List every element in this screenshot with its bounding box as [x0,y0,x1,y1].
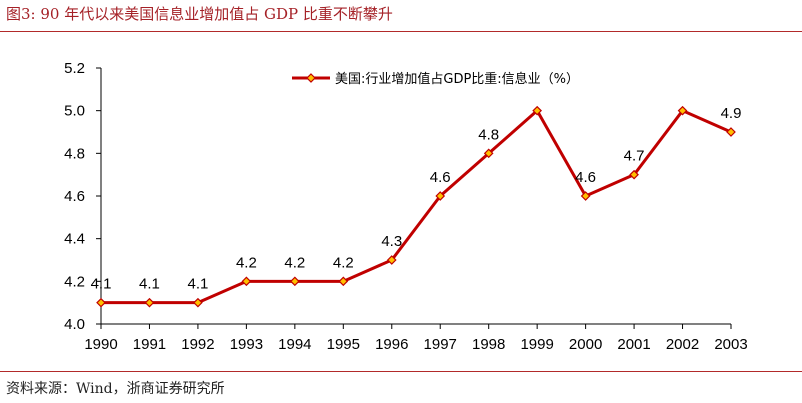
data-point [580,191,591,201]
data-label: 4.2 [284,254,305,271]
data-label: 4.7 [624,148,645,165]
legend-label: 美国:行业增加值占GDP比重:信息业（%） [335,71,579,87]
x-tick-label: 2002 [666,336,699,353]
x-tick-label: 1998 [472,336,505,353]
data-point [726,127,736,137]
x-tick-label: 2003 [714,336,747,353]
y-tick-label: 5.0 [64,103,85,120]
data-point [241,276,252,287]
x-tick-label: 1996 [375,336,408,353]
data-point [289,276,300,287]
x-tick-label: 1992 [181,336,214,353]
y-tick-label: 4.0 [64,316,85,333]
x-tick-label: 1999 [520,336,553,353]
x-tick-label: 1995 [327,336,360,353]
data-label: 4.9 [721,105,742,122]
data-label: 4.1 [139,276,160,293]
data-label: 4.2 [236,254,257,271]
top-divider [0,31,802,32]
x-tick-label: 1993 [230,336,263,353]
data-point [96,297,106,308]
y-tick-label: 4.6 [64,188,85,205]
data-label: 4.8 [478,126,499,143]
x-tick-label: 1997 [424,336,457,353]
y-tick-label: 5.2 [64,60,85,77]
series-line [101,109,732,305]
figure-title: 图3: 90 年代以来美国信息业增加值占 GDP 比重不断攀升 [6,5,393,23]
data-label: 4.1 [91,276,112,293]
y-tick-label: 4.2 [64,273,85,290]
y-tick-label: 4.4 [64,231,85,248]
x-tick-label: 1991 [133,336,166,353]
x-tick-label: 1994 [278,336,311,353]
x-tick-label: 1990 [84,336,117,353]
data-label: 4.2 [333,254,354,271]
data-point [435,191,446,201]
data-label: 4.1 [187,276,208,293]
x-tick-label: 2001 [617,336,650,353]
data-point [144,297,155,308]
data-point [386,255,397,265]
data-point [677,105,688,116]
data-label: 4.6 [575,169,596,186]
line-chart: 4.0 4.2 4.4 4.6 4.8 5.0 5.2 1990 1991 1992 1993 199… [64,60,748,353]
x-tick-label: 2000 [569,336,602,353]
y-tick-label: 4.8 [64,145,85,162]
legend-marker [306,73,316,83]
data-point [629,169,639,180]
data-point [483,148,494,159]
data-label: 4.3 [381,233,402,250]
source-note: 资料来源：Wind，浙商证券研究所 [6,381,225,397]
data-point [532,105,543,116]
data-label: 4.6 [430,169,451,186]
bottom-divider [0,371,802,372]
data-point [338,276,349,287]
data-point [193,297,203,308]
